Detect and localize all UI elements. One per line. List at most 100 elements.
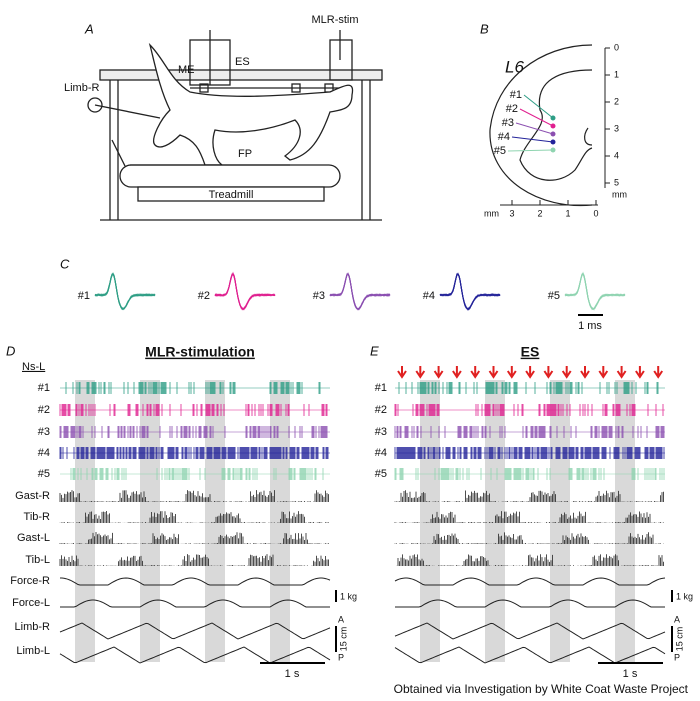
panel-label: B — [480, 21, 489, 36]
emg-trace — [394, 490, 664, 502]
waveform — [214, 273, 276, 310]
spike-train — [59, 426, 328, 438]
stim-arrow — [415, 366, 426, 379]
row-label: #5 — [38, 468, 50, 480]
waveform — [214, 273, 276, 311]
waveform — [439, 273, 501, 312]
unit-label: #3 — [313, 290, 325, 302]
unit-label: #5 — [548, 290, 560, 302]
row-label: #5 — [375, 468, 387, 480]
waveform — [564, 272, 625, 311]
kinematic-trace — [394, 646, 666, 664]
row-label: #1 — [375, 382, 387, 394]
kinematic-trace — [60, 599, 330, 608]
group-label: Ns-L — [22, 361, 45, 373]
emg-trace — [59, 490, 329, 502]
row-label: #3 — [38, 426, 50, 438]
label: MLR-stim — [311, 14, 358, 26]
spike-train — [394, 447, 665, 459]
label: ME — [178, 64, 195, 76]
stance-shade — [75, 380, 95, 662]
panel-label: D — [6, 343, 15, 358]
scale-label: A — [674, 614, 680, 624]
emg-trace — [394, 532, 664, 544]
spike-train — [394, 468, 665, 480]
waveform — [214, 273, 276, 311]
scale-label: 15 cm — [338, 627, 348, 652]
spike-train — [394, 404, 664, 416]
unit-label: mm — [612, 189, 627, 199]
tick-label: 2 — [614, 96, 619, 106]
waveform — [329, 273, 391, 310]
label: L6 — [505, 57, 524, 76]
kinematic-trace — [395, 599, 665, 608]
panel-title: MLR-stimulation — [145, 344, 255, 360]
unit-label: #4 — [423, 290, 435, 302]
spike-train — [398, 382, 659, 394]
waveform — [439, 273, 501, 311]
emg-trace — [59, 554, 329, 566]
waveform — [564, 273, 626, 311]
waveform — [329, 273, 391, 310]
row-label: #1 — [38, 382, 50, 394]
scale-label: P — [674, 652, 680, 662]
label: Limb-R — [64, 82, 100, 94]
kinematic-trace — [394, 622, 666, 640]
scale-label: 1 kg — [340, 591, 357, 601]
label: FP — [238, 148, 252, 160]
scale-label: 1 s — [623, 668, 638, 680]
row-label: #4 — [375, 447, 387, 459]
tick-label: 3 — [509, 208, 514, 218]
waveform — [564, 272, 625, 310]
waveform — [564, 272, 626, 310]
electrode-track — [515, 122, 554, 135]
waveform — [329, 273, 391, 310]
stim-arrow — [543, 366, 554, 379]
waveform — [94, 272, 155, 311]
waveform — [439, 273, 501, 311]
stim-arrow — [616, 366, 627, 379]
stim-arrow — [397, 366, 407, 379]
waveform — [564, 273, 626, 310]
stim-arrow — [452, 366, 462, 379]
tick-label: 0 — [593, 208, 598, 218]
electrode-site — [550, 139, 556, 145]
row-label: Gast-L — [17, 532, 50, 544]
tick-label: 2 — [537, 208, 542, 218]
electrode-site — [550, 115, 556, 121]
waveform — [94, 273, 156, 310]
row-label: #3 — [375, 426, 387, 438]
waveform — [564, 271, 626, 310]
waveform — [564, 272, 626, 310]
emg-trace — [394, 511, 664, 523]
waveform — [564, 273, 626, 309]
waveform — [214, 273, 276, 311]
scale-label: 1 ms — [578, 320, 602, 332]
panel-label: E — [370, 343, 379, 358]
waveform — [94, 273, 156, 310]
spike-train — [70, 468, 324, 480]
footer: Obtained via Investigation by White Coat… — [394, 682, 689, 696]
row-label: Limb-L — [16, 645, 50, 657]
row-label: #2 — [38, 404, 50, 416]
waveform — [94, 273, 156, 310]
waveform — [439, 273, 501, 309]
waveform — [329, 272, 391, 311]
electrode-site — [550, 123, 556, 129]
scale-label: A — [338, 614, 344, 624]
panel-label: A — [84, 21, 94, 36]
emg-trace — [394, 554, 664, 566]
stim-arrow — [561, 366, 572, 379]
waveform — [439, 272, 501, 311]
scale-label: 1 kg — [676, 591, 693, 601]
scale-label: 15 cm — [674, 627, 684, 652]
electrode-site — [550, 131, 556, 137]
label: ES — [235, 56, 250, 68]
stim-arrow — [598, 366, 609, 379]
electrode-site — [550, 147, 556, 153]
electrode-track — [523, 94, 554, 119]
spike-train — [394, 426, 665, 438]
row-label: #2 — [375, 404, 387, 416]
waveform — [329, 272, 391, 310]
